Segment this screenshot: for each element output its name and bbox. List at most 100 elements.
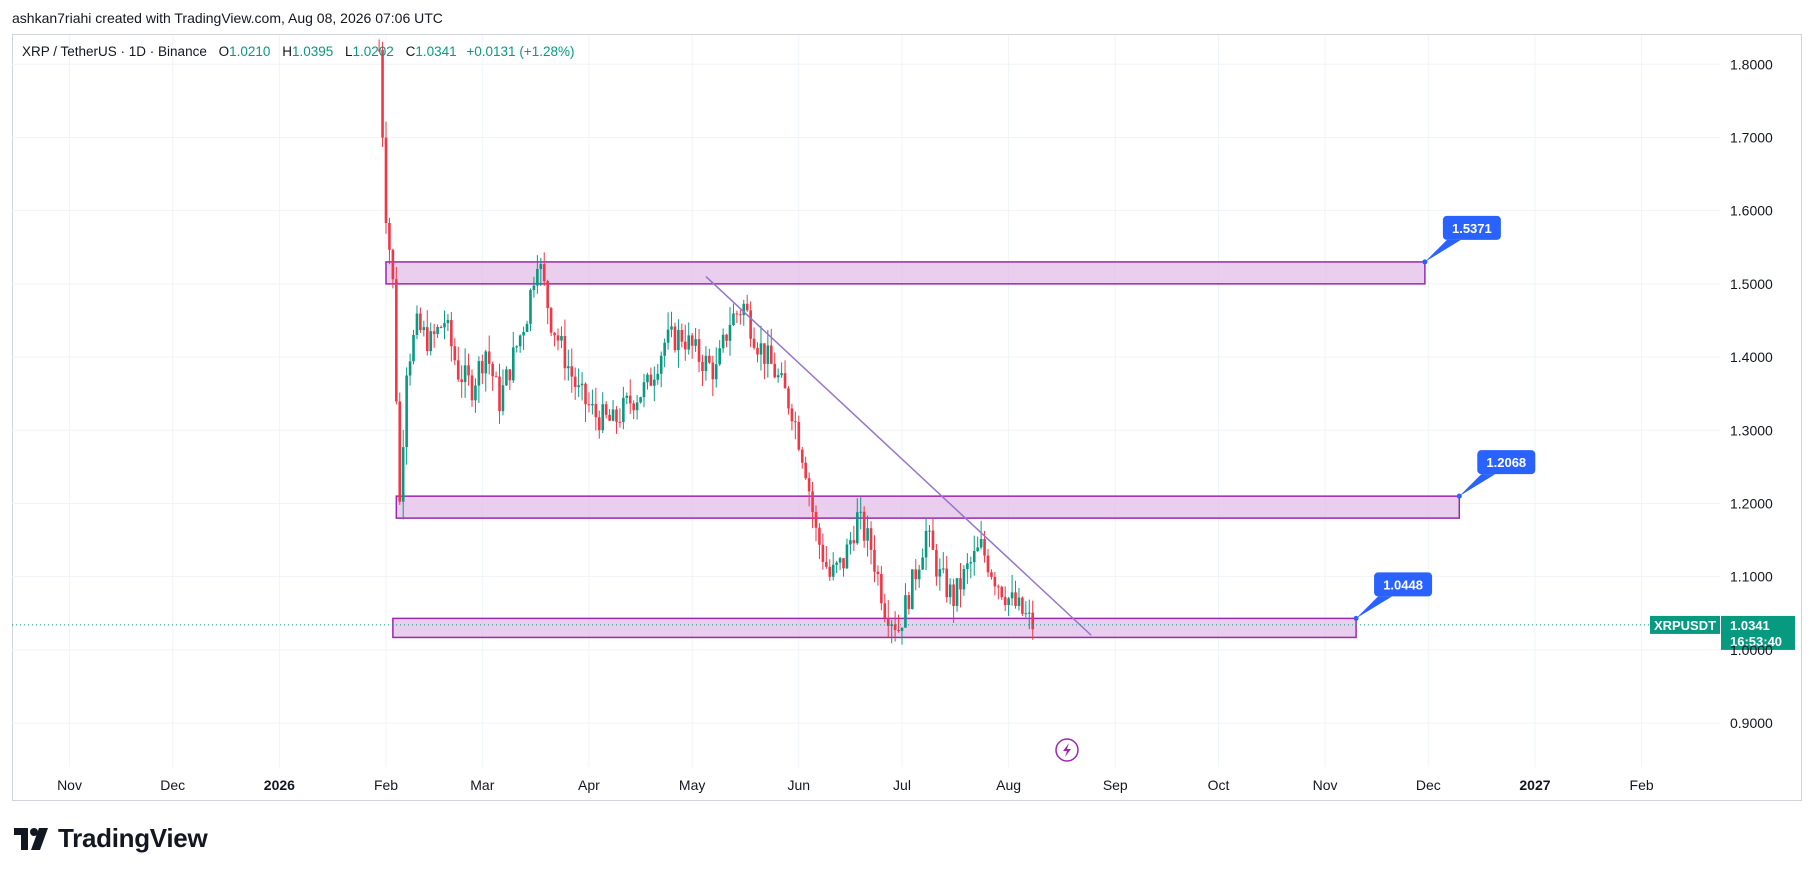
trendline: [705, 276, 1092, 636]
y-tick-label: 1.1000: [1730, 569, 1773, 585]
candle-body: [907, 595, 911, 610]
candle-body: [776, 375, 780, 378]
tradingview-logo-icon: [14, 827, 48, 850]
candle-body: [491, 363, 494, 377]
candle-body: [570, 366, 574, 377]
candle-body: [1007, 598, 1010, 606]
candle-body: [780, 373, 783, 376]
candle-body: [405, 375, 408, 448]
candle-body: [735, 313, 739, 315]
candle-body: [766, 345, 770, 364]
candle-body: [1024, 613, 1028, 615]
candle-body: [436, 326, 439, 334]
candle-body: [584, 383, 587, 405]
x-tick-label: Dec: [160, 777, 185, 793]
candle-body: [866, 528, 869, 541]
x-tick-label: Nov: [1313, 777, 1338, 793]
candle-body: [573, 376, 577, 387]
candle-body: [384, 137, 388, 224]
last-price-tag: [1721, 615, 1795, 650]
candle-body: [825, 561, 828, 567]
candle-body: [391, 249, 395, 280]
candle-body: [1031, 612, 1035, 630]
candle-body: [470, 375, 474, 401]
countdown-value: 16:53:40: [1730, 634, 1782, 649]
candle-body: [460, 379, 463, 383]
y-tick-label: 1.7000: [1730, 129, 1773, 145]
close-label: C: [405, 44, 416, 59]
zones: [385, 261, 1461, 639]
candle-body: [632, 403, 635, 411]
y-tick-label: 1.2000: [1730, 495, 1773, 511]
candle-body: [821, 544, 825, 562]
candle-body: [790, 408, 794, 422]
candle-body: [818, 527, 821, 545]
candle-body: [745, 303, 749, 311]
candle-body: [876, 571, 880, 575]
candle-body: [704, 355, 708, 372]
candle-body: [1014, 592, 1017, 606]
candle-body: [917, 569, 921, 580]
candle-body: [721, 334, 725, 349]
candle-body: [484, 351, 488, 374]
candle-body: [604, 404, 608, 415]
candle-body: [800, 449, 804, 463]
candle-body: [415, 313, 419, 335]
candle-body: [807, 478, 811, 492]
candle-body: [783, 373, 787, 389]
candle-body: [422, 327, 426, 331]
candle-body: [687, 335, 691, 350]
x-tick-label: 2026: [264, 777, 295, 793]
candle-body: [886, 617, 890, 626]
candle-body: [642, 382, 646, 398]
candle-body: [553, 332, 556, 336]
candle-body: [938, 569, 942, 577]
candle-body: [577, 385, 580, 387]
candle-body: [549, 308, 553, 333]
candle-body: [869, 528, 873, 550]
tradingview-logo[interactable]: TradingView: [14, 823, 208, 854]
candle-body: [1010, 592, 1014, 599]
candle-body: [628, 395, 632, 404]
candle-body: [1027, 612, 1031, 614]
candle-body: [546, 281, 549, 309]
candle-body: [677, 330, 680, 351]
grid: [12, 35, 1720, 767]
candle-body: [474, 385, 477, 401]
change-value: +0.0131 (+1.28%): [466, 44, 575, 59]
flash-icon-glyph: [1063, 743, 1071, 757]
candle-body: [663, 342, 666, 356]
symbol-label[interactable]: XRP / TetherUS · 1D · Binance: [22, 44, 207, 59]
candle-body: [432, 331, 436, 334]
candle-body: [539, 264, 543, 269]
candle-body: [701, 361, 704, 372]
x-tick-label: Jun: [788, 777, 811, 793]
zone-3: [392, 617, 1357, 639]
candle-body: [443, 323, 446, 328]
candle-body: [529, 290, 532, 324]
candle-body: [656, 373, 660, 380]
zone-1: [385, 261, 1426, 285]
candles: [377, 39, 1035, 645]
candle-body: [862, 511, 866, 541]
candle-body: [456, 360, 460, 380]
candle-body: [563, 336, 567, 369]
candle-body: [453, 346, 457, 361]
candle-body: [646, 374, 649, 383]
x-axis: Nov Dec 2026 Feb Mar Apr May Jun Jul Aug Sep Oct Nov…: [57, 777, 1654, 793]
candle-body: [849, 540, 852, 545]
candle-body: [690, 335, 694, 346]
x-tick-label: Feb: [1630, 777, 1654, 793]
candle-body: [622, 397, 625, 422]
y-tick-label: 1.6000: [1730, 203, 1773, 219]
candle-body: [814, 511, 818, 528]
candle-body: [608, 414, 611, 421]
candle-body: [597, 417, 601, 431]
candle-body: [711, 362, 715, 380]
x-tick-label: Sep: [1103, 777, 1128, 793]
candle-body: [739, 314, 742, 316]
candle-body: [883, 603, 887, 618]
candle-body: [408, 361, 412, 376]
